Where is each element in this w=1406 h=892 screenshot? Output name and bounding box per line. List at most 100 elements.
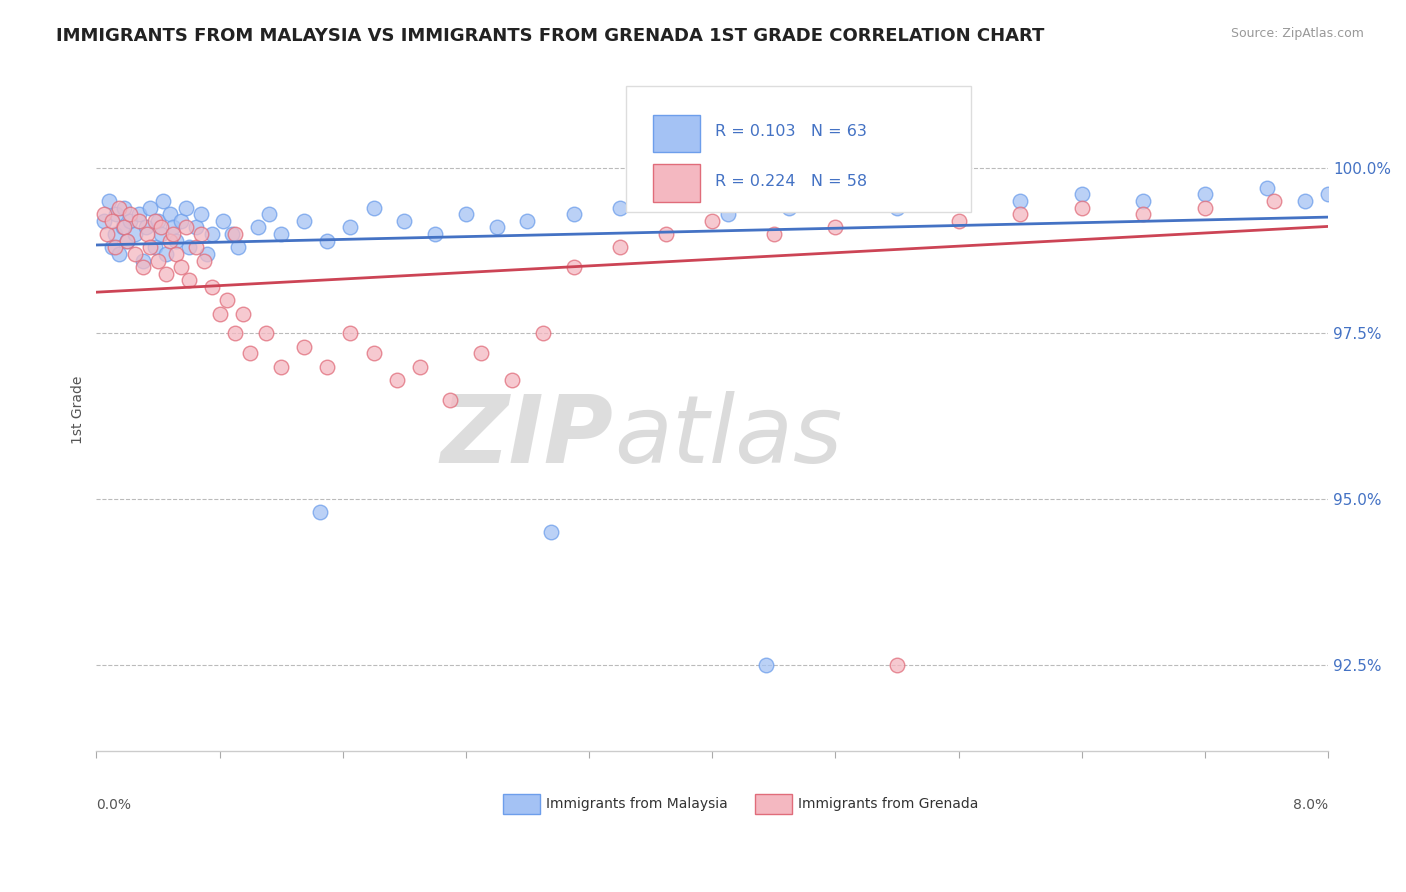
Point: [339, 220, 361, 235]
Point: [115, 234, 138, 248]
Point: [136, 227, 159, 241]
Point: [195, 247, 218, 261]
Point: [1256, 180, 1278, 194]
Point: [221, 227, 243, 241]
Point: [1132, 207, 1154, 221]
Point: [97, 194, 120, 208]
Bar: [654, 115, 700, 153]
Point: [671, 194, 693, 208]
Point: [174, 220, 197, 235]
Point: [155, 267, 177, 281]
Point: [1317, 187, 1340, 202]
Point: [211, 214, 233, 228]
Point: [270, 359, 292, 374]
Point: [124, 247, 146, 261]
Point: [143, 240, 166, 254]
Point: [201, 227, 224, 241]
Point: [104, 240, 127, 254]
Text: Source: ZipAtlas.com: Source: ZipAtlas.com: [1230, 27, 1364, 40]
Point: [485, 220, 508, 235]
Point: [609, 201, 631, 215]
Point: [778, 201, 800, 215]
Point: [824, 220, 846, 235]
Point: [292, 214, 315, 228]
Point: [143, 214, 166, 228]
Point: [254, 326, 277, 341]
Point: [224, 326, 246, 341]
Point: [111, 220, 134, 235]
Point: [115, 234, 138, 248]
Point: [292, 340, 315, 354]
Point: [104, 227, 127, 241]
Point: [540, 525, 562, 540]
Text: R = 0.103   N = 63: R = 0.103 N = 63: [714, 124, 866, 139]
Point: [385, 373, 408, 387]
Point: [948, 214, 970, 228]
Point: [93, 207, 115, 221]
FancyBboxPatch shape: [626, 86, 972, 211]
Point: [128, 214, 150, 228]
Point: [316, 359, 339, 374]
Point: [159, 234, 181, 248]
Point: [150, 227, 173, 241]
Point: [120, 207, 142, 221]
Point: [363, 201, 385, 215]
Point: [159, 207, 181, 221]
Point: [1010, 207, 1032, 221]
Point: [762, 227, 785, 241]
Bar: [503, 794, 540, 814]
Text: 0.0%: 0.0%: [97, 798, 131, 813]
Point: [1294, 194, 1316, 208]
Point: [131, 260, 153, 275]
Point: [186, 240, 208, 254]
Point: [193, 253, 215, 268]
Point: [105, 207, 128, 221]
Point: [112, 220, 135, 235]
Point: [948, 194, 970, 208]
Point: [824, 194, 846, 208]
Point: [112, 201, 135, 215]
Bar: [654, 164, 700, 202]
Point: [454, 207, 477, 221]
Point: [170, 214, 193, 228]
Point: [100, 240, 122, 254]
Bar: [755, 794, 793, 814]
Text: IMMIGRANTS FROM MALAYSIA VS IMMIGRANTS FROM GRENADA 1ST GRADE CORRELATION CHART: IMMIGRANTS FROM MALAYSIA VS IMMIGRANTS F…: [56, 27, 1045, 45]
Point: [239, 346, 262, 360]
Point: [201, 280, 224, 294]
Point: [755, 657, 778, 672]
Point: [131, 253, 153, 268]
Point: [139, 201, 162, 215]
Point: [155, 247, 177, 261]
Point: [96, 227, 118, 241]
Point: [152, 194, 174, 208]
Point: [165, 247, 187, 261]
Point: [186, 220, 208, 235]
Text: Immigrants from Malaysia: Immigrants from Malaysia: [546, 797, 728, 811]
Point: [308, 505, 330, 519]
Y-axis label: 1st Grade: 1st Grade: [72, 376, 86, 444]
Point: [226, 240, 249, 254]
Point: [224, 227, 246, 241]
Text: 8.0%: 8.0%: [1294, 798, 1329, 813]
Point: [1070, 187, 1092, 202]
Point: [1070, 201, 1092, 215]
Point: [232, 307, 254, 321]
Point: [1132, 194, 1154, 208]
Point: [562, 207, 585, 221]
Text: ZIP: ZIP: [441, 391, 613, 483]
Point: [702, 214, 724, 228]
Point: [363, 346, 385, 360]
Point: [124, 227, 146, 241]
Point: [150, 220, 173, 235]
Point: [1263, 194, 1285, 208]
Point: [409, 359, 432, 374]
Point: [439, 392, 461, 407]
Point: [120, 214, 142, 228]
Point: [531, 326, 554, 341]
Point: [270, 227, 292, 241]
Point: [108, 247, 131, 261]
Point: [146, 253, 169, 268]
Point: [208, 307, 231, 321]
Point: [177, 240, 200, 254]
